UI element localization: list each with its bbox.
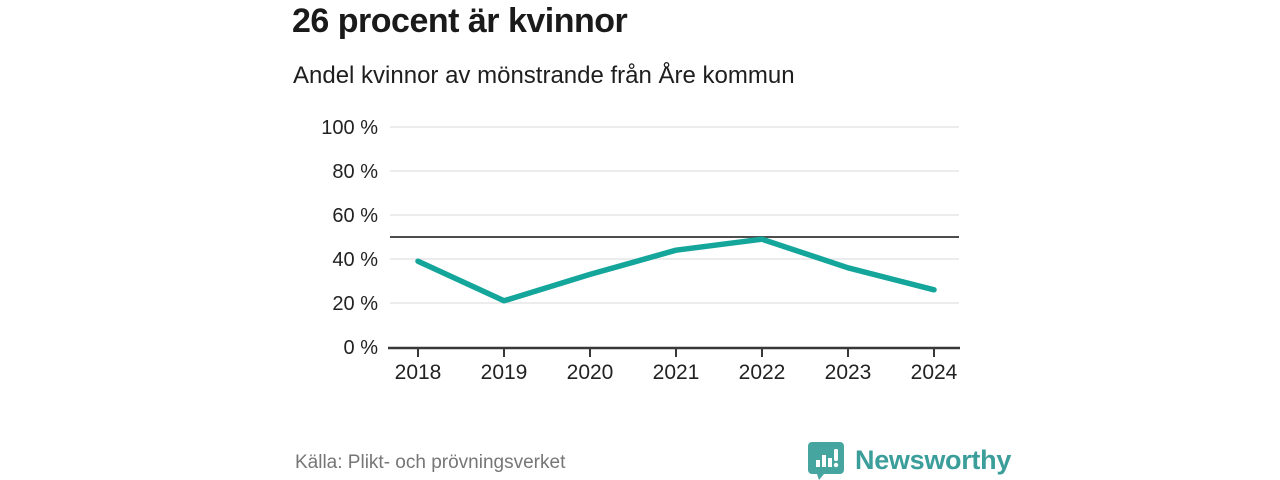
y-tick-label: 40 % <box>332 249 378 271</box>
newsworthy-logo-icon <box>808 442 844 480</box>
logo-exclamation-line <box>834 449 838 461</box>
y-tick-label: 20 % <box>332 293 378 315</box>
logo-bar-3 <box>828 458 832 467</box>
line-chart: 0 % 20 % 40 % 60 % 80 % 100 % 2018 2019 2020 2021… <box>321 117 960 384</box>
x-tick-label: 2022 <box>739 361 786 384</box>
x-tick-label: 2020 <box>567 361 614 384</box>
x-tick-label: 2021 <box>653 361 700 384</box>
data-line <box>415 236 937 304</box>
source-note: Källa: Plikt- och prövningsverket <box>295 452 566 473</box>
y-tick-label: 80 % <box>332 161 378 183</box>
x-tick-label: 2019 <box>481 361 528 384</box>
x-tick-label: 2023 <box>825 361 872 384</box>
brand-name: Newsworthy <box>855 444 1012 475</box>
y-tick-label: 60 % <box>332 205 378 227</box>
y-tick-label: 0 % <box>344 337 379 359</box>
logo-exclamation-dot <box>833 462 839 468</box>
chart-subtitle: Andel kvinnor av mönstrande från Åre kom… <box>293 62 795 89</box>
logo-bar-1 <box>816 460 820 467</box>
chart-title: 26 procent är kvinnor <box>292 2 628 40</box>
x-tick-label: 2024 <box>911 361 958 384</box>
y-tick-label: 100 % <box>321 117 378 139</box>
brand-lockup: Newsworthy <box>808 440 1011 480</box>
logo-bar-2 <box>822 455 826 467</box>
x-tick-label: 2018 <box>395 361 442 384</box>
